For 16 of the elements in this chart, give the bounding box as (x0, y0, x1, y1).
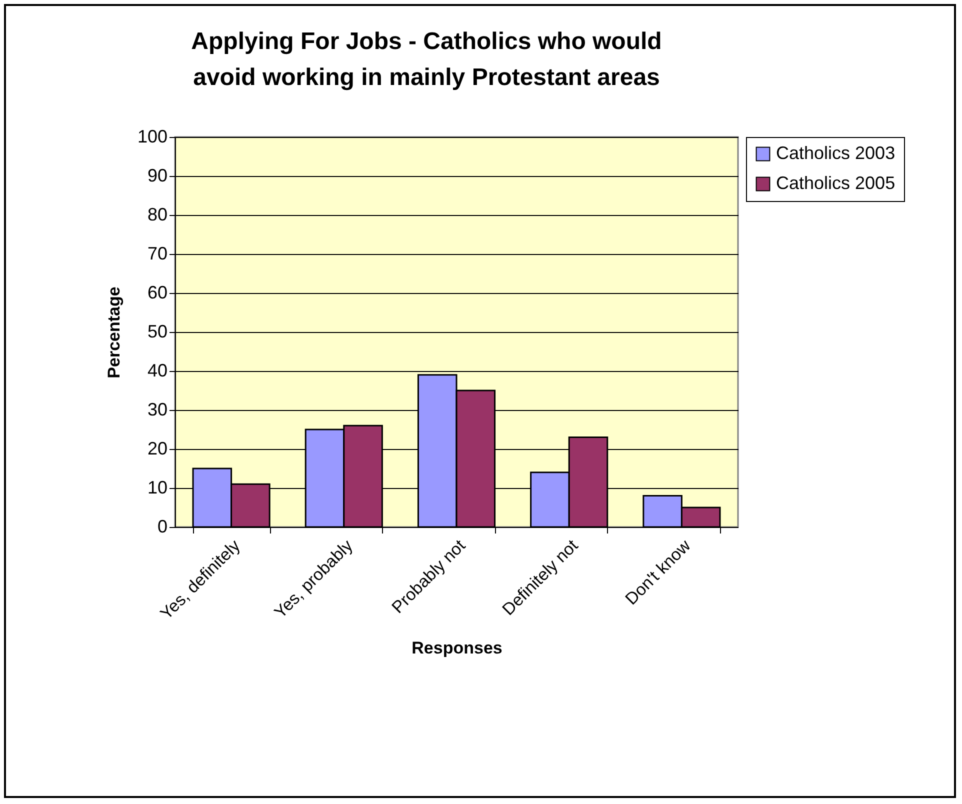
y-tick-label: 0 (157, 516, 168, 536)
y-axis-title: Percentage (104, 286, 124, 378)
y-tick-label: 40 (147, 360, 168, 380)
legend-label: Catholics 2005 (776, 173, 896, 193)
y-tick-label: 70 (147, 244, 168, 264)
y-tick-label: 90 (147, 166, 168, 186)
y-tick-label: 80 (147, 204, 168, 224)
y-tick-label: 100 (137, 126, 168, 146)
y-tick-label: 60 (147, 282, 168, 302)
x-axis-title: Responses (412, 638, 502, 658)
y-tick-label: 30 (147, 400, 168, 420)
y-tick-label: 50 (147, 322, 168, 342)
y-tick-label: 20 (147, 438, 168, 458)
chart-title: Applying For Jobs - Catholics who would avoid working in mainly Protestant areas (191, 28, 662, 91)
y-tick-label: 10 (147, 478, 168, 498)
legend-label: Catholics 2003 (776, 143, 896, 163)
